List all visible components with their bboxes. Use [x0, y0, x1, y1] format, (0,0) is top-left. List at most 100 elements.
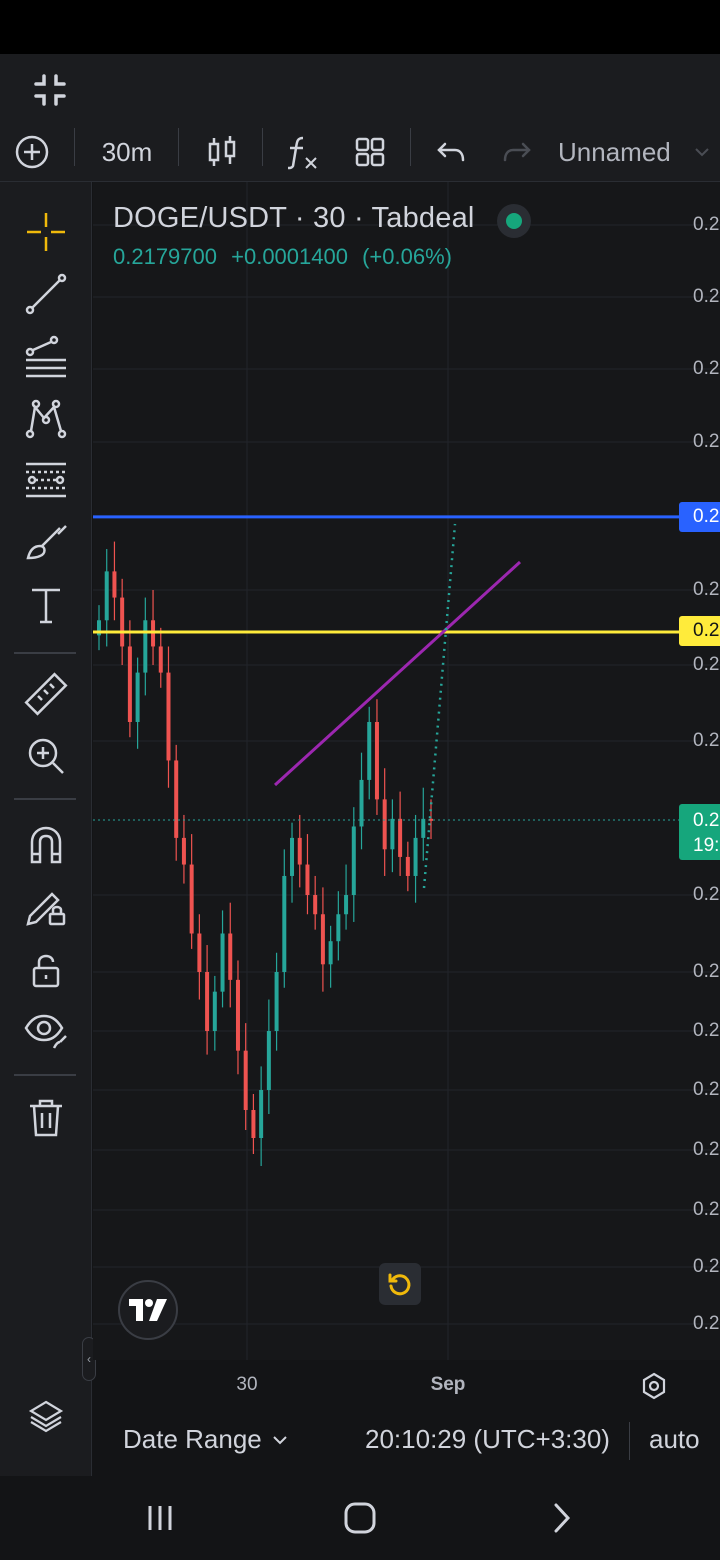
price-chart[interactable]: [93, 182, 720, 1360]
reset-chart-icon[interactable]: [379, 1263, 421, 1305]
delete-icon[interactable]: [18, 1090, 74, 1146]
bottom-separator: [629, 1422, 630, 1460]
clock-timezone[interactable]: 20:10:29 (UTC+3:30): [365, 1424, 610, 1454]
redo-icon[interactable]: [498, 124, 536, 180]
text-icon[interactable]: [18, 578, 74, 634]
candle-body: [421, 818, 426, 838]
fib-retracement-icon[interactable]: [18, 328, 74, 384]
exit-fullscreen-icon[interactable]: [30, 70, 70, 110]
blue-line-price-tag[interactable]: 0.2259626: [679, 502, 720, 532]
crosshair-icon[interactable]: [18, 204, 74, 260]
candle-body: [143, 620, 148, 673]
candle-body: [359, 779, 364, 827]
candle-body: [398, 818, 403, 857]
candle-body: [135, 672, 140, 722]
interval-button[interactable]: 30m: [101, 136, 153, 167]
candle-body: [181, 837, 186, 865]
symbol-title[interactable]: DOGE/USDT · 30 · Tabdeal: [113, 202, 475, 234]
recent-apps-icon[interactable]: [136, 1494, 184, 1542]
trend-line-icon[interactable]: [18, 266, 74, 322]
layers-icon[interactable]: [24, 1394, 68, 1438]
candle-body: [382, 799, 387, 850]
candle-body: [235, 979, 240, 1051]
undo-icon[interactable]: [432, 124, 470, 180]
candle-body: [189, 864, 194, 934]
date-range-label: Date Range: [123, 1424, 262, 1454]
brush-icon[interactable]: [18, 514, 74, 570]
ruler-icon[interactable]: [18, 666, 74, 722]
visibility-icon[interactable]: [18, 1002, 74, 1058]
ohlc-legend: 0.2179700 +0.0001400 (+0.06%): [113, 244, 460, 270]
candle-body: [166, 672, 171, 761]
back-icon[interactable]: [538, 1494, 586, 1542]
chart-settings-icon[interactable]: [636, 1368, 672, 1404]
chart-area[interactable]: DOGE/USDT · 30 · Tabdeal 0.2179700 +0.00…: [93, 182, 720, 1360]
price-axis-label: 0.2280000: [693, 431, 720, 452]
candle-body: [305, 864, 310, 895]
candle-body: [251, 1110, 256, 1138]
unlock-icon[interactable]: [18, 942, 74, 998]
auto-scale-button[interactable]: auto: [649, 1424, 700, 1454]
toolbar-separator: [410, 128, 411, 166]
pattern-icon[interactable]: [18, 390, 74, 446]
purple-trend-line: [273, 560, 522, 787]
candle-body: [390, 818, 395, 850]
toolbar-divider: [14, 798, 76, 800]
drawing-toolbar: [0, 182, 92, 1476]
magnet-icon[interactable]: [18, 816, 74, 872]
candle-body: [158, 646, 163, 673]
last-price-tag[interactable]: 0.2179700 19:30: [679, 804, 720, 860]
indicators-icon[interactable]: [282, 124, 322, 180]
time-axis[interactable]: 30 Sep: [93, 1360, 720, 1410]
price-axis-label: 0.2110000: [693, 1079, 720, 1100]
toolbar-separator: [178, 128, 179, 166]
market-status-icon[interactable]: [497, 204, 531, 238]
candle-body: [374, 722, 379, 800]
time-label-sep: Sep: [430, 1374, 466, 1395]
candle-body: [228, 933, 233, 980]
candle-body: [266, 1031, 271, 1090]
lock-drawings-icon[interactable]: [18, 878, 74, 934]
time-label-30: 30: [236, 1374, 258, 1395]
price-axis-label: 0.2300000: [693, 358, 720, 379]
price-change: +0.0001400: [231, 244, 348, 269]
price-axis-label: 0.2200000: [693, 730, 720, 751]
candle-body: [320, 914, 325, 965]
price-axis-label: 0.2095000: [693, 1139, 720, 1160]
layouts-icon[interactable]: [350, 124, 390, 180]
candle-body: [259, 1090, 264, 1138]
chevron-down-icon[interactable]: [692, 124, 712, 180]
candle-body: [429, 818, 433, 821]
chevron-down-icon: [273, 1435, 287, 1444]
last-price-value: 0.2179700: [693, 810, 720, 831]
candle-body: [336, 914, 341, 942]
price-axis-label: 0.2340000: [693, 214, 720, 235]
candle-body: [351, 826, 356, 895]
top-toolbar: [0, 54, 720, 182]
candle-body: [274, 972, 279, 1031]
layout-name[interactable]: Unnamed: [558, 136, 671, 167]
price-axis-label: 0.2080000: [693, 1199, 720, 1220]
candle-body: [104, 571, 109, 621]
candle-body: [290, 837, 295, 876]
candles-icon[interactable]: [200, 124, 244, 180]
bottom-bar: Date Range 20:10:29 (UTC+3:30) auto: [93, 1410, 720, 1476]
add-symbol-icon[interactable]: [12, 124, 52, 180]
zoom-in-icon[interactable]: [18, 728, 74, 784]
price-axis-label: 0.2125000: [693, 1020, 720, 1041]
candle-body: [297, 837, 302, 865]
toolbar-divider: [14, 652, 76, 654]
price-axis-label: 0.2240000: [693, 579, 720, 600]
date-range-button[interactable]: Date Range: [123, 1424, 288, 1455]
price-axis-label: 0.2066000: [693, 1256, 720, 1277]
candle-body: [313, 895, 318, 915]
candle-body: [344, 895, 349, 915]
home-icon[interactable]: [336, 1494, 384, 1542]
candle-body: [405, 856, 410, 876]
yellow-line-price-tag[interactable]: 0.2228911: [679, 616, 720, 646]
system-nav-bar: [0, 1476, 720, 1560]
projection-icon[interactable]: [18, 452, 74, 508]
tradingview-logo[interactable]: [118, 1280, 178, 1340]
price-change-percent: (+0.06%): [362, 244, 452, 269]
status-bar: [0, 0, 720, 54]
